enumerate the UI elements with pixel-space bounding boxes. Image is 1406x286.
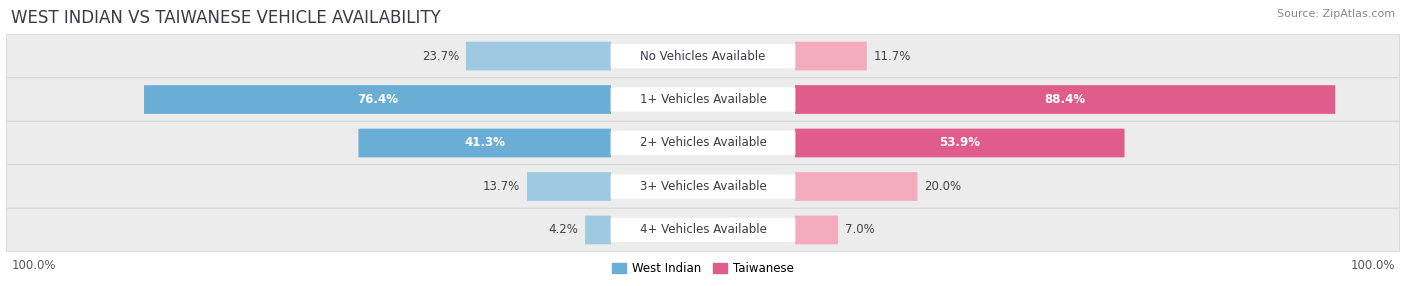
- FancyBboxPatch shape: [7, 34, 1399, 78]
- Text: 2+ Vehicles Available: 2+ Vehicles Available: [640, 136, 766, 150]
- FancyBboxPatch shape: [7, 165, 1399, 208]
- FancyBboxPatch shape: [143, 85, 612, 114]
- Text: 4+ Vehicles Available: 4+ Vehicles Available: [640, 223, 766, 237]
- Text: 41.3%: 41.3%: [464, 136, 505, 150]
- Text: 53.9%: 53.9%: [939, 136, 980, 150]
- Text: 100.0%: 100.0%: [11, 259, 56, 273]
- Text: WEST INDIAN VS TAIWANESE VEHICLE AVAILABILITY: WEST INDIAN VS TAIWANESE VEHICLE AVAILAB…: [11, 9, 441, 27]
- Text: 23.7%: 23.7%: [422, 49, 460, 63]
- Text: 4.2%: 4.2%: [548, 223, 578, 237]
- FancyBboxPatch shape: [610, 87, 796, 112]
- Text: Source: ZipAtlas.com: Source: ZipAtlas.com: [1277, 9, 1395, 19]
- FancyBboxPatch shape: [610, 218, 796, 242]
- Text: 11.7%: 11.7%: [873, 49, 911, 63]
- FancyBboxPatch shape: [794, 172, 918, 201]
- FancyBboxPatch shape: [7, 121, 1399, 165]
- FancyBboxPatch shape: [610, 131, 796, 155]
- FancyBboxPatch shape: [794, 42, 866, 70]
- FancyBboxPatch shape: [794, 85, 1336, 114]
- FancyBboxPatch shape: [465, 42, 612, 70]
- FancyBboxPatch shape: [794, 129, 1125, 157]
- Text: 76.4%: 76.4%: [357, 93, 398, 106]
- FancyBboxPatch shape: [527, 172, 612, 201]
- Text: 13.7%: 13.7%: [484, 180, 520, 193]
- Text: No Vehicles Available: No Vehicles Available: [640, 49, 766, 63]
- FancyBboxPatch shape: [585, 216, 612, 244]
- FancyBboxPatch shape: [794, 216, 838, 244]
- Text: 100.0%: 100.0%: [1350, 259, 1395, 273]
- FancyBboxPatch shape: [359, 129, 612, 157]
- Text: 88.4%: 88.4%: [1045, 93, 1085, 106]
- FancyBboxPatch shape: [610, 44, 796, 68]
- Text: 7.0%: 7.0%: [845, 223, 875, 237]
- Legend: West Indian, Taiwanese: West Indian, Taiwanese: [607, 258, 799, 280]
- Text: 3+ Vehicles Available: 3+ Vehicles Available: [640, 180, 766, 193]
- Text: 1+ Vehicles Available: 1+ Vehicles Available: [640, 93, 766, 106]
- FancyBboxPatch shape: [610, 174, 796, 199]
- FancyBboxPatch shape: [7, 208, 1399, 252]
- Text: 20.0%: 20.0%: [924, 180, 962, 193]
- FancyBboxPatch shape: [7, 78, 1399, 121]
